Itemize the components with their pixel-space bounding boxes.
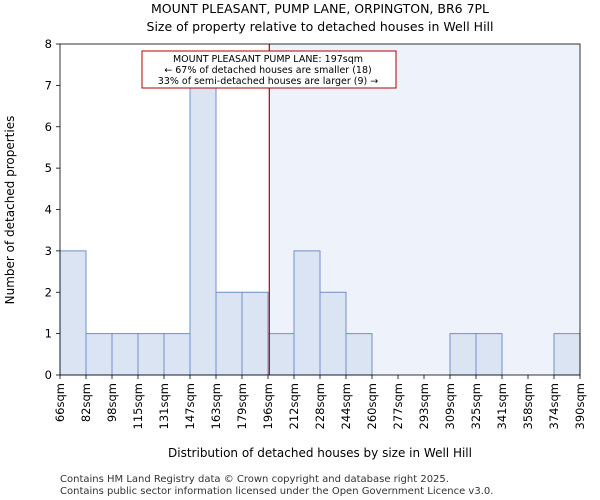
bar-147sqm [189,84,217,376]
annotation-line-3: 33% of semi-detached houses are larger (… [158,76,378,87]
y-tick-label-7: 7 [45,78,52,92]
chart-subtitle: Size of property relative to detached ho… [147,19,494,34]
x-tick-label-277sqm: 277sqm [391,383,405,429]
bar-309sqm [449,333,477,376]
x-tick-label-147sqm: 147sqm [183,383,197,429]
x-tick-label-358sqm: 358sqm [521,383,535,429]
x-tick-label-309sqm: 309sqm [443,383,457,429]
x-tick-label-244sqm: 244sqm [339,383,353,429]
y-tick-label-5: 5 [45,161,52,175]
bar-82sqm [85,333,113,376]
bar-98sqm [111,333,139,376]
x-tick-label-163sqm: 163sqm [209,383,223,429]
bar-196sqm [267,333,295,376]
chart-title: MOUNT PLEASANT, PUMP LANE, ORPINGTON, BR… [151,1,489,16]
bar-131sqm [163,333,191,376]
footer-line-1: Contains HM Land Registry data © Crown c… [60,474,449,485]
y-tick-label-0: 0 [45,368,52,382]
x-tick-label-98sqm: 98sqm [105,383,119,422]
x-tick-label-374sqm: 374sqm [547,383,561,429]
annotation-line-2: ← 67% of detached houses are smaller (18… [164,65,371,76]
annotation-box: MOUNT PLEASANT PUMP LANE: 197sqm ← 67% o… [141,50,397,89]
x-tick-label-212sqm: 212sqm [287,383,301,429]
x-tick-label-66sqm: 66sqm [53,383,67,422]
bar-212sqm [293,250,321,376]
x-tick-label-341sqm: 341sqm [495,383,509,429]
annotation-line-1: MOUNT PLEASANT PUMP LANE: 197sqm [173,54,363,65]
y-axis-label: Number of detached properties [3,116,17,305]
x-tick-label-260sqm: 260sqm [365,383,379,429]
x-tick-label-390sqm: 390sqm [573,383,587,429]
footer-line-2: Contains public sector information licen… [60,486,493,497]
y-tick-label-2: 2 [45,285,52,299]
annotation-border [141,50,397,89]
bar-325sqm [475,333,503,376]
x-axis-label: Distribution of detached houses by size … [168,446,472,460]
x-tick-label-179sqm: 179sqm [235,383,249,429]
x-tick-label-196sqm: 196sqm [261,383,275,429]
bar-179sqm [241,291,269,376]
bar-163sqm [215,291,243,376]
x-tick-label-115sqm: 115sqm [131,383,145,429]
bar-374sqm [553,333,581,376]
y-tick-label-1: 1 [45,327,52,341]
y-tick-label-8: 8 [45,37,52,51]
bar-115sqm [137,333,165,376]
x-tick-label-131sqm: 131sqm [157,383,171,429]
x-tick-label-325sqm: 325sqm [469,383,483,429]
bar-244sqm [345,333,373,376]
y-tick-label-4: 4 [45,203,52,217]
bar-66sqm [59,250,87,376]
x-tick-label-293sqm: 293sqm [417,383,431,429]
y-tick-label-3: 3 [45,244,52,258]
x-tick-label-82sqm: 82sqm [79,383,93,422]
x-tick-label-228sqm: 228sqm [313,383,327,429]
y-tick-label-6: 6 [45,120,52,134]
bar-228sqm [319,291,347,376]
